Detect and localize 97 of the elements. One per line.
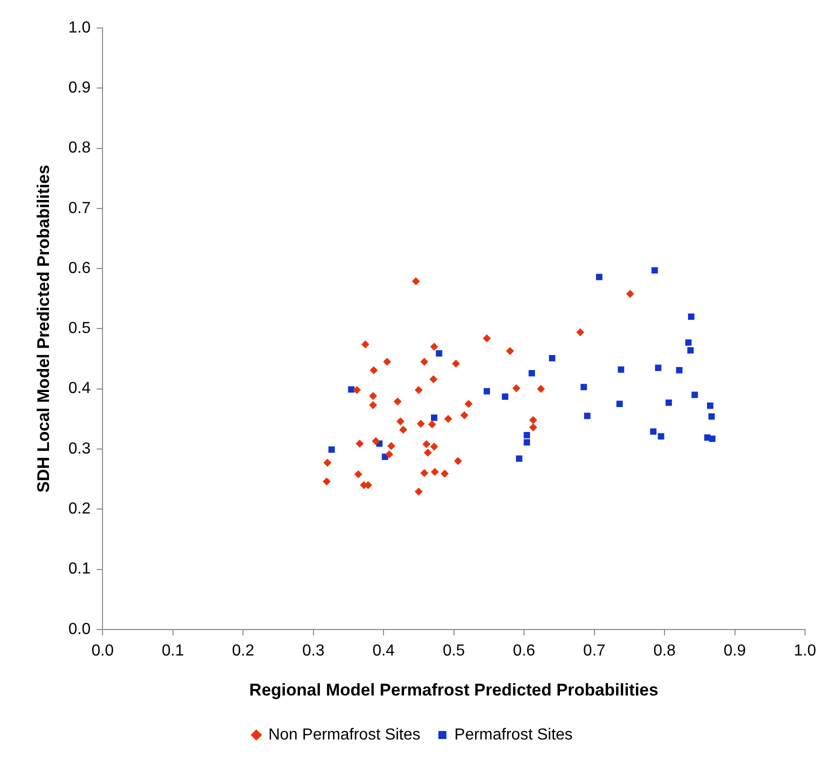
x-tick-label: 0.2: [232, 642, 254, 660]
point: [528, 370, 535, 376]
point: [328, 446, 335, 453]
point: [387, 442, 396, 450]
x-tick-label: 0.7: [583, 642, 606, 660]
point: [352, 386, 361, 394]
point: [524, 432, 530, 438]
point: [655, 364, 662, 371]
point: [369, 401, 378, 410]
legend-label: Permafrost Sites: [454, 726, 573, 744]
point: [323, 458, 332, 467]
point: [420, 358, 428, 366]
point: [436, 350, 442, 357]
point: [666, 399, 672, 406]
point: [322, 477, 331, 486]
point: [396, 417, 404, 426]
point: [687, 347, 694, 354]
x-tick-label: 0.1: [162, 642, 184, 660]
point: [430, 468, 439, 476]
point: [428, 420, 436, 428]
point: [506, 346, 514, 355]
x-tick-label: 0.6: [512, 642, 536, 660]
point: [484, 388, 490, 394]
point: [422, 440, 430, 448]
point: [394, 397, 402, 406]
point: [444, 414, 452, 423]
x-tick-label: 0.8: [653, 642, 676, 660]
y-tick-label: 0.9: [68, 80, 91, 97]
point: [460, 411, 468, 420]
point: [652, 267, 658, 274]
point: [707, 402, 714, 409]
point: [361, 340, 370, 348]
y-tick-label: 0.7: [68, 200, 91, 217]
point: [482, 334, 491, 342]
y-tick-label: 0.4: [68, 380, 91, 398]
y-tick-label: 0.2: [68, 500, 91, 518]
x-axis-title: Regional Model Permafrost Predicted Probabilities: [249, 680, 658, 700]
x-tick-label: 0.5: [442, 642, 466, 660]
point: [685, 339, 692, 346]
y-tick-label: 0.3: [68, 440, 91, 458]
point: [618, 366, 624, 373]
point: [616, 400, 623, 408]
point: [370, 366, 378, 374]
point: [576, 328, 584, 336]
point: [524, 439, 530, 446]
point: [529, 423, 538, 432]
point: [414, 488, 423, 496]
point: [354, 470, 362, 478]
x-tick-label: 0.9: [724, 642, 746, 660]
point: [596, 274, 602, 280]
y-tick-label: 0.6: [68, 260, 91, 277]
point: [430, 414, 438, 421]
point: [452, 360, 460, 368]
point: [454, 457, 462, 466]
point: [502, 393, 508, 400]
point: [464, 400, 473, 408]
y-axis-title: SDH Local Model Predicted Probabilities: [34, 164, 53, 493]
point: [584, 412, 590, 420]
point: [708, 413, 715, 420]
point: [692, 392, 698, 398]
point: [580, 384, 587, 390]
x-tick-label: 0.4: [372, 642, 395, 660]
point: [536, 384, 545, 393]
point: [626, 290, 634, 298]
point: [369, 392, 378, 400]
point: [709, 436, 716, 442]
y-tick-label: 1.0: [68, 19, 91, 36]
point: [412, 277, 420, 286]
point: [414, 386, 423, 394]
point: [420, 469, 428, 478]
point: [372, 437, 380, 446]
point: [399, 426, 408, 434]
point: [430, 342, 438, 351]
point: [430, 442, 438, 451]
point: [688, 313, 694, 320]
y-tick-label: 0.1: [68, 560, 91, 578]
point: [383, 358, 392, 366]
point: [356, 440, 364, 448]
point: [658, 433, 664, 440]
y-tick-label: 0.0: [68, 620, 91, 638]
x-tick-label: 0.3: [302, 642, 325, 660]
x-tick-label: 0.0: [92, 642, 114, 660]
point: [385, 450, 394, 458]
y-tick-label: 0.8: [68, 140, 91, 157]
y-tick-label: 0.5: [68, 320, 91, 338]
point: [424, 448, 432, 457]
point: [429, 375, 438, 384]
point: [676, 367, 682, 374]
point: [516, 455, 522, 462]
point: [548, 354, 556, 362]
point: [440, 470, 449, 478]
point: [512, 384, 520, 392]
point: [529, 416, 538, 424]
x-tick-label: 1.0: [794, 642, 816, 660]
point: [416, 420, 425, 428]
legend-label: Non Permafrost Sites: [268, 726, 420, 744]
point: [650, 428, 656, 435]
